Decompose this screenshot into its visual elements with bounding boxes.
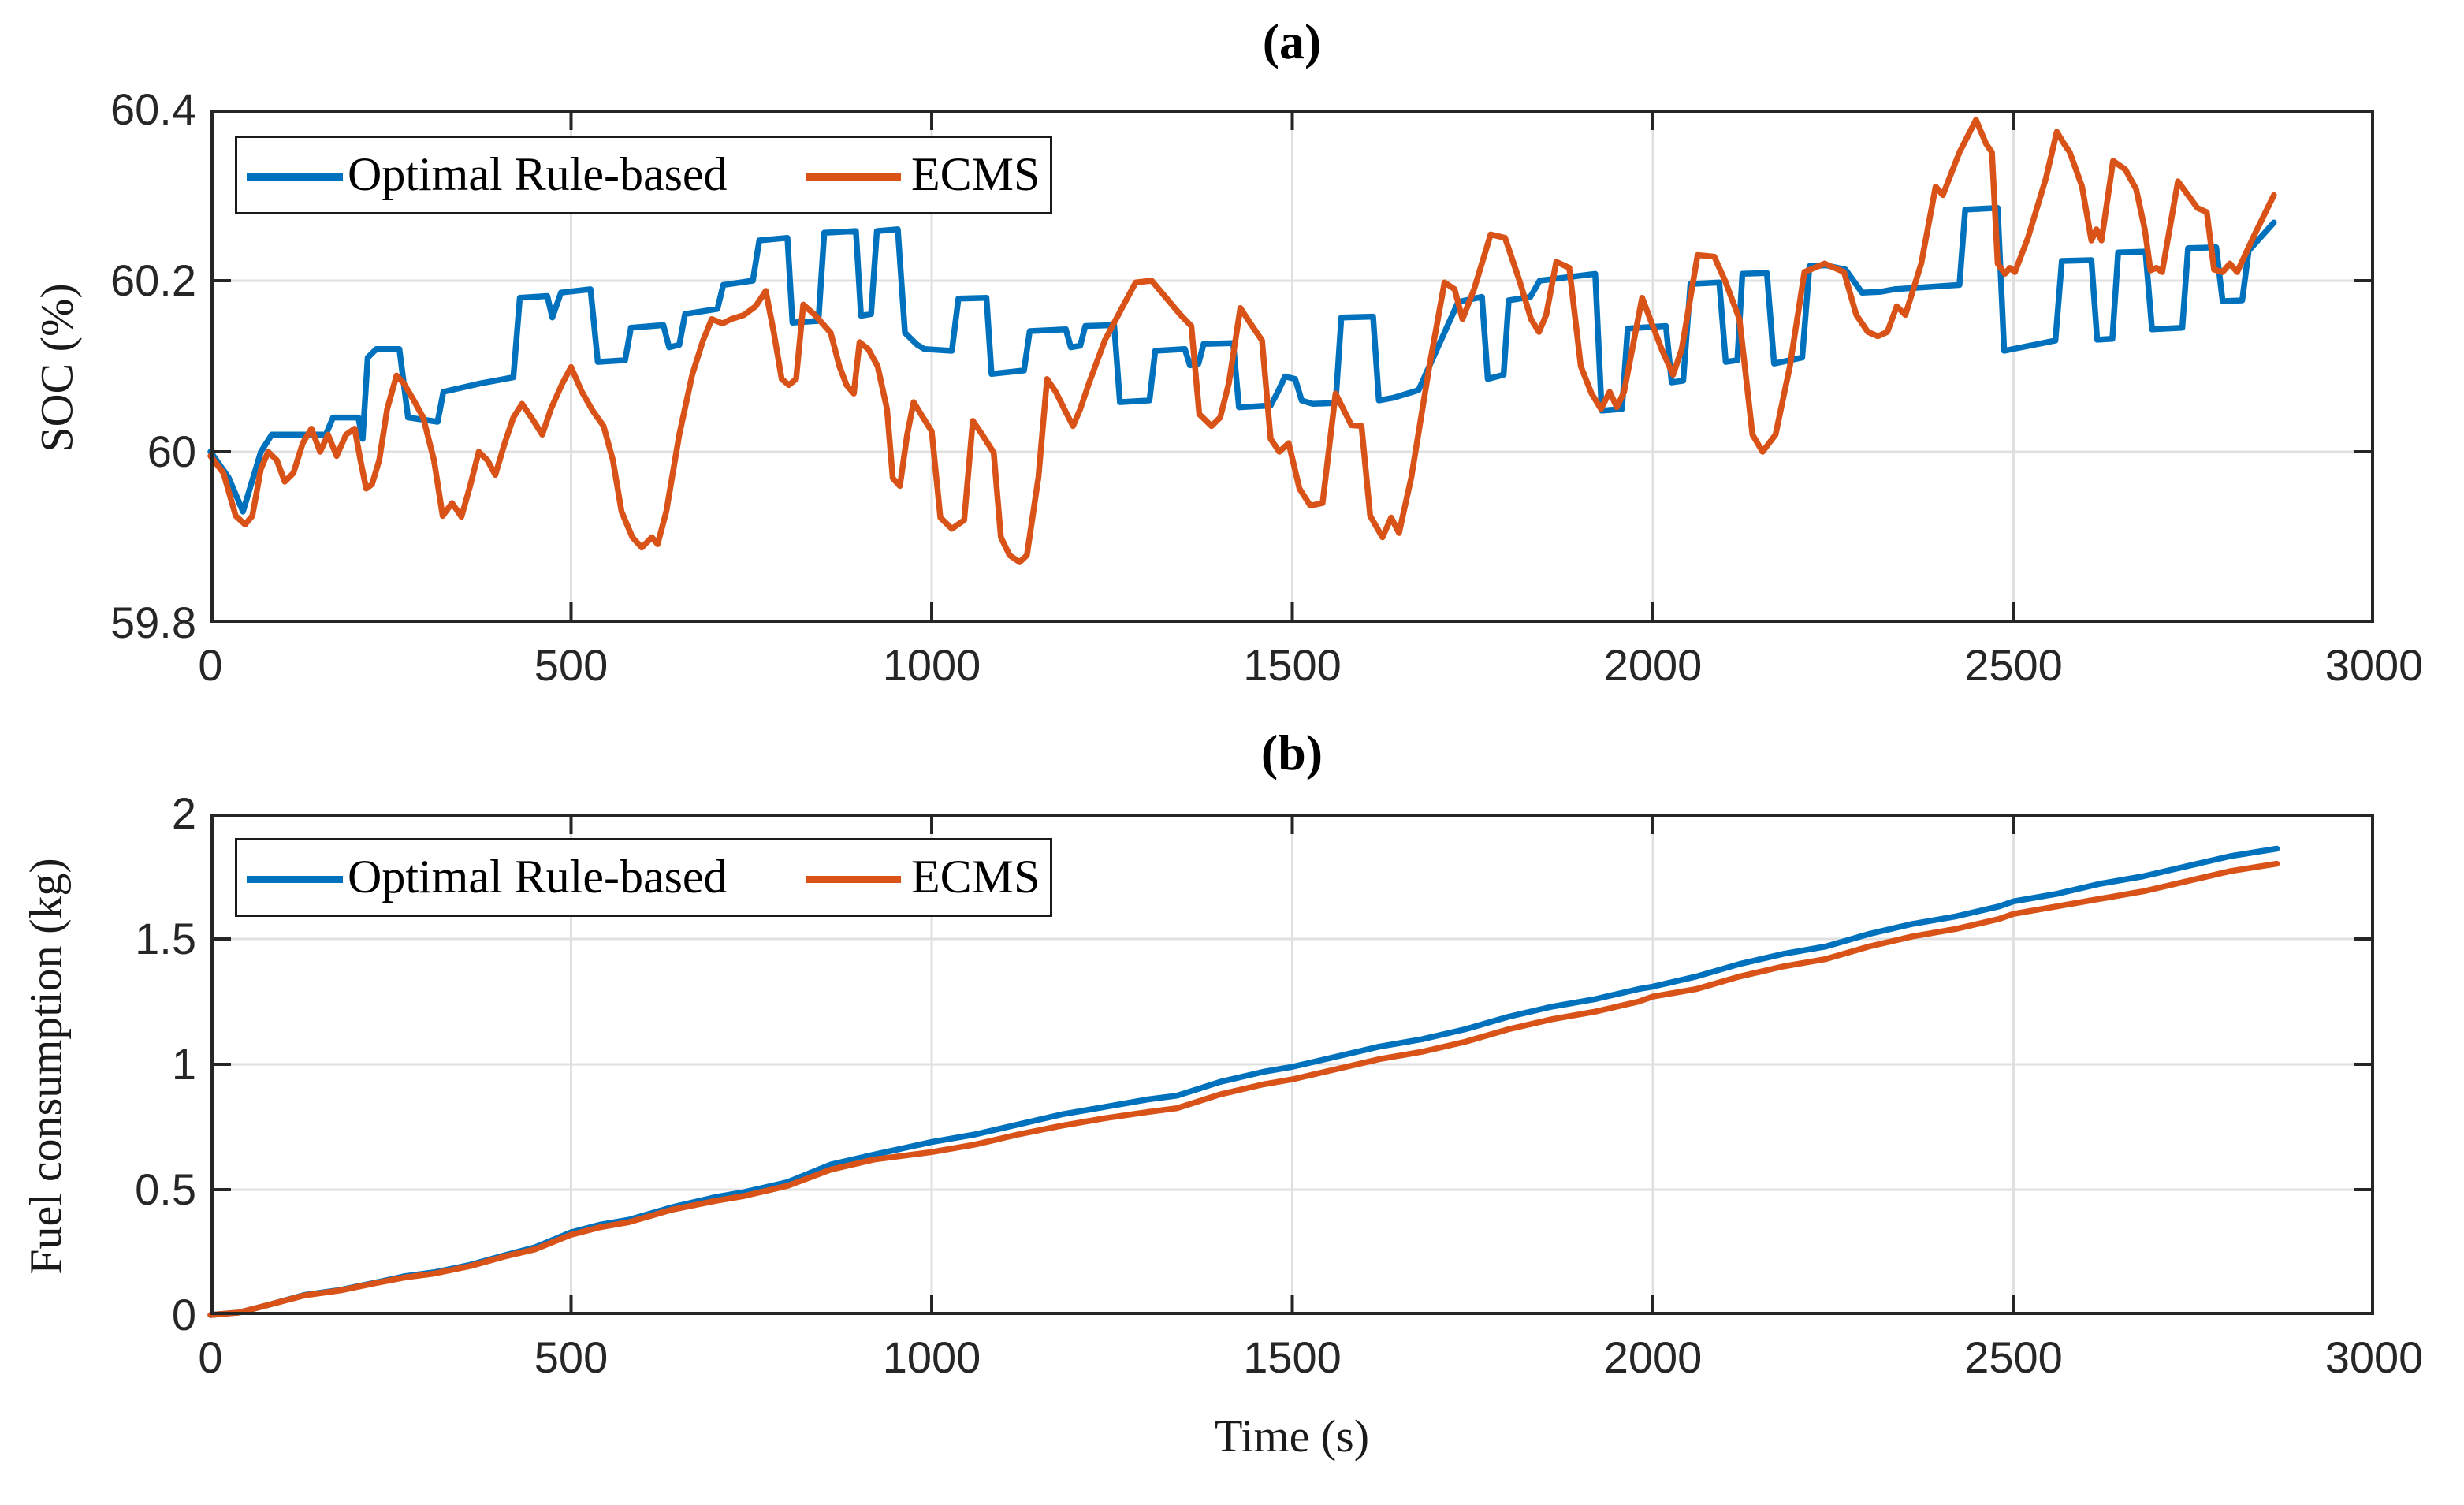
x-tick-label: 0 — [198, 640, 223, 690]
y-tick-label: 60.2 — [110, 255, 196, 305]
x-tick-label: 2500 — [1964, 1332, 2063, 1382]
x-tick-label: 3000 — [2324, 640, 2424, 690]
y-tick-label: 1.5 — [135, 914, 196, 963]
series-line-ecms — [207, 117, 2277, 565]
y-tick-label: 1 — [171, 1039, 196, 1089]
legend-label-ecms: ECMS — [911, 148, 1040, 200]
panel-b-x-axis-label: Time (s) — [1214, 1410, 1370, 1462]
x-tick-label: 0 — [198, 1332, 223, 1382]
panel-a-plot-area — [207, 110, 2374, 623]
panel-a-legend: Optimal Rule-based ECMS — [235, 136, 1052, 214]
axes-box — [210, 110, 2374, 623]
legend-line-sample-ecms — [806, 876, 901, 883]
x-tick-label: 500 — [534, 1332, 609, 1382]
legend-line-sample-optimal-rule-based — [247, 173, 343, 181]
x-tick-label: 1500 — [1243, 640, 1342, 690]
x-tick-label: 500 — [534, 640, 609, 690]
y-tick-label: 2 — [171, 788, 196, 838]
panel-b-legend: Optimal Rule-based ECMS — [235, 838, 1052, 917]
y-tick-label: 0.5 — [135, 1164, 196, 1214]
legend-line-sample-ecms — [806, 173, 901, 181]
x-tick-label: 3000 — [2324, 1332, 2424, 1382]
x-tick-label: 1000 — [882, 640, 981, 690]
x-tick-label: 1500 — [1243, 1332, 1342, 1382]
y-tick-label: 60.4 — [110, 84, 196, 134]
x-tick-label: 2000 — [1603, 1332, 1703, 1382]
series-line-ecms — [207, 860, 2280, 1318]
x-tick-label: 2500 — [1964, 640, 2063, 690]
series-line-optimal-rule-based — [207, 845, 2280, 1318]
y-tick-label: 0 — [171, 1290, 196, 1339]
panel-b-title: (b) — [1260, 725, 1323, 780]
legend-label-ecms: ECMS — [911, 851, 1040, 903]
x-tick-label: 2000 — [1603, 640, 1703, 690]
x-tick-label: 1000 — [882, 1332, 981, 1382]
panel-a-title: (a) — [1262, 13, 1322, 69]
series-line-optimal-rule-based — [207, 205, 2277, 515]
legend-label-optimal-rule-based: Optimal Rule-based — [348, 851, 728, 903]
axes-box — [210, 814, 2374, 1315]
y-tick-label: 59.8 — [110, 598, 196, 647]
legend-label-optimal-rule-based: Optimal Rule-based — [348, 148, 728, 200]
y-tick-label: 60 — [147, 427, 196, 476]
legend-line-sample-optimal-rule-based — [247, 876, 343, 883]
